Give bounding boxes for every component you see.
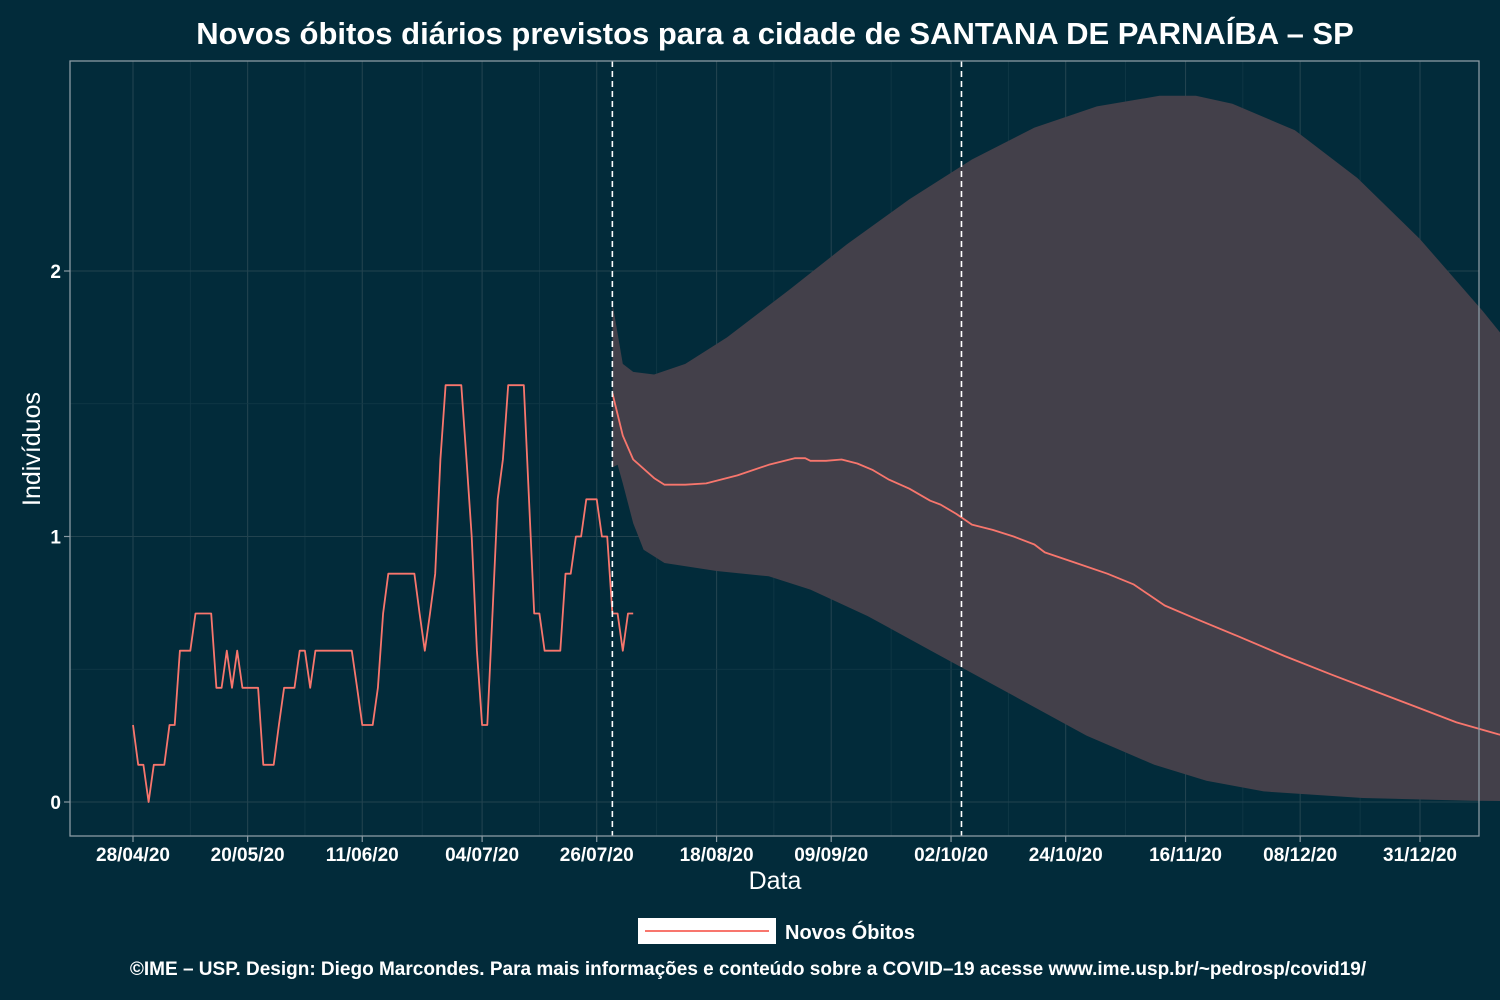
x-tick-label: 31/12/20 [1383,845,1457,866]
x-tick-label: 09/09/20 [794,845,868,866]
plot-border [69,60,1480,837]
observed-series-line [132,384,634,803]
y-axis-title: Indivíduos [18,392,46,506]
x-tick-label: 28/04/20 [96,845,170,866]
x-tick-label: 20/05/20 [211,845,285,866]
x-tick-label: 02/10/20 [914,845,988,866]
x-axis-ticks: 28/04/20 20/05/20 11/06/20 04/07/20 26/07/20… [96,836,1457,866]
y-tick-label: 1 [50,528,61,549]
confidence-band [612,95,1500,802]
x-tick-label: 04/07/20 [445,845,519,866]
legend: Novos Óbitos [638,918,915,944]
chart-title: Novos óbitos diários previstos para a ci… [196,16,1354,51]
x-tick-label: 26/07/20 [560,845,634,866]
x-tick-label: 08/12/20 [1263,845,1337,866]
footer-caption: ©IME – USP. Design: Diego Marcondes. Par… [130,959,1367,980]
x-tick-label: 16/11/20 [1149,845,1222,866]
y-tick-label: 0 [50,793,61,814]
x-tick-label: 11/06/20 [326,845,399,866]
x-tick-label: 24/10/20 [1029,845,1103,866]
x-axis-title: Data [749,867,802,895]
plot-area: 28/04/20 20/05/20 11/06/20 04/07/20 26/07/20… [50,60,1500,866]
x-tick-label: 18/08/20 [680,845,754,866]
y-axis-ticks: 0 1 2 [50,262,70,814]
legend-label: Novos Óbitos [785,920,915,944]
reference-lines [611,61,963,836]
y-tick-label: 2 [50,262,61,283]
forecast-series-line [611,392,1500,736]
